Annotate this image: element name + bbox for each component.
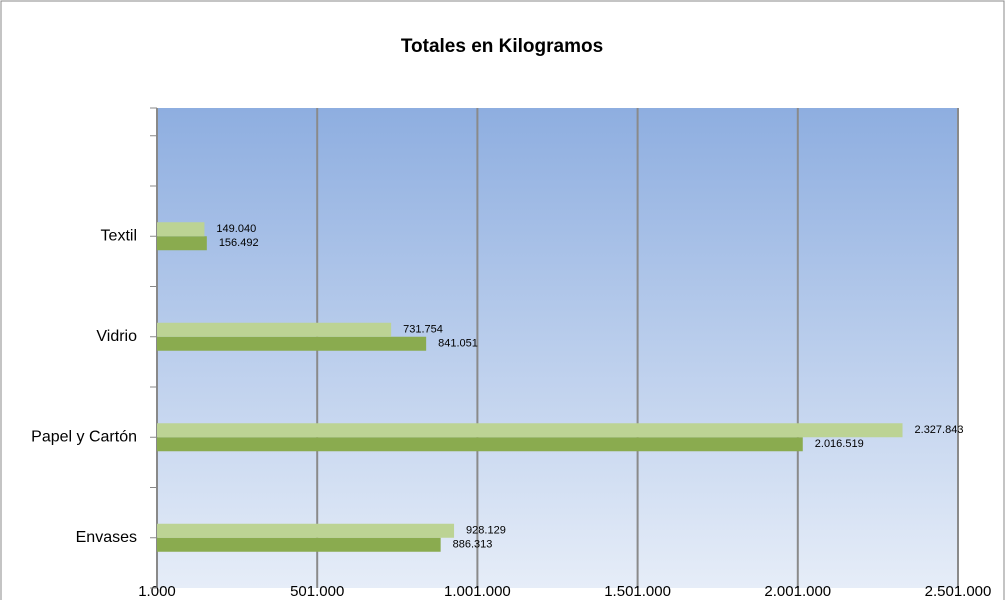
bar <box>157 336 427 351</box>
data-label: 2.016.519 <box>815 438 864 450</box>
bar <box>157 236 207 251</box>
x-tick-label: 2.001.000 <box>764 583 831 600</box>
bar <box>157 423 903 438</box>
y-tick-label: Vidrio <box>96 328 137 345</box>
bar <box>157 222 205 237</box>
data-label: 731.754 <box>403 324 443 336</box>
bar <box>157 437 803 452</box>
x-tick-label: 1.501.000 <box>604 583 671 600</box>
data-label: 149.040 <box>216 223 256 235</box>
chart-title: Totales en Kilogramos <box>401 36 603 57</box>
data-label: 841.051 <box>438 338 478 350</box>
data-label: 928.129 <box>466 525 506 537</box>
data-label: 886.313 <box>453 539 493 551</box>
y-tick-label: Envases <box>76 529 137 546</box>
data-label: 2.327.843 <box>915 424 964 436</box>
data-label: 156.492 <box>219 237 259 249</box>
x-tick-label: 2.501.000 <box>925 583 992 600</box>
y-tick-label: Textil <box>101 227 137 244</box>
y-tick-label: Papel y Cartón <box>31 428 137 445</box>
x-tick-label: 501.000 <box>290 583 344 600</box>
x-tick-label: 1.001.000 <box>444 583 511 600</box>
bar <box>157 523 455 538</box>
bar <box>157 537 441 552</box>
x-tick-label: 1.000 <box>138 583 176 600</box>
bar <box>157 322 392 337</box>
